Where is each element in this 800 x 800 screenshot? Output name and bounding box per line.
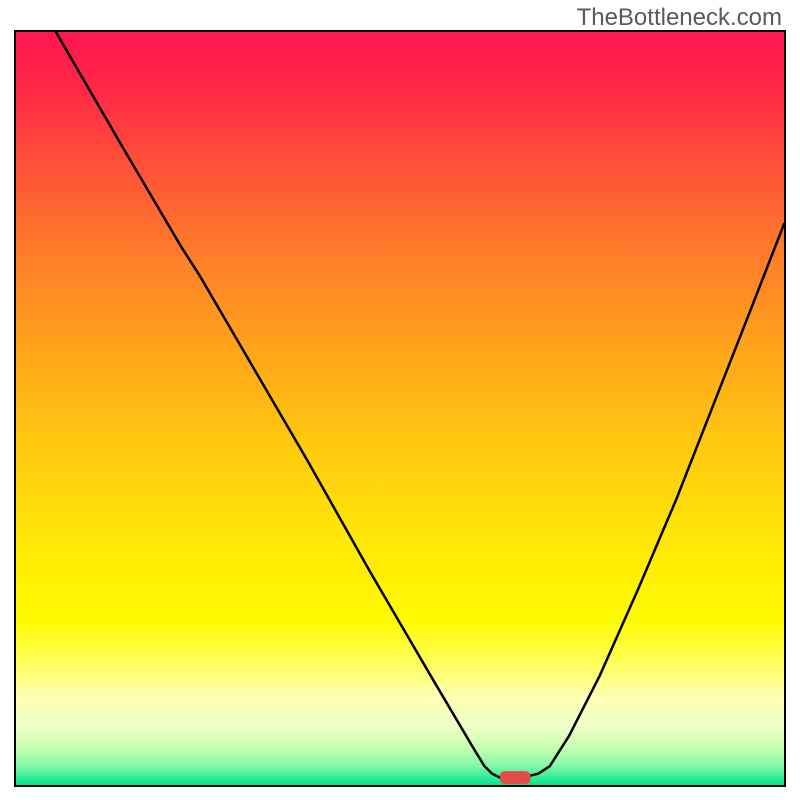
bottleneck-curve <box>56 32 784 777</box>
curve-layer <box>16 32 784 785</box>
minimum-marker <box>500 771 531 784</box>
watermark-text: TheBottleneck.com <box>577 4 782 32</box>
chart-plot-area <box>14 30 786 787</box>
